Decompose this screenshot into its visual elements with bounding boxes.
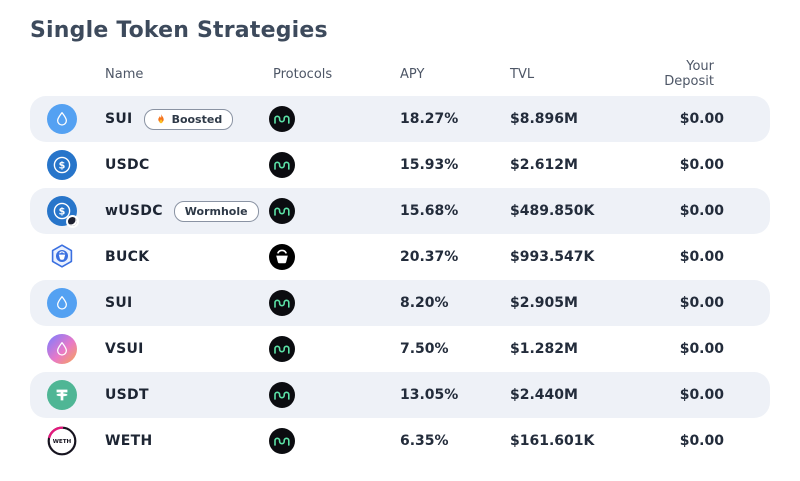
- navi-protocol-icon: [269, 382, 295, 408]
- name-cell: BUCK: [105, 249, 268, 265]
- tvl-value: $161.601K: [510, 433, 595, 449]
- column-header-tvl: TVL: [510, 66, 535, 82]
- table-row[interactable]: $ USDC 15.93% $2.612M $0.00: [30, 142, 770, 188]
- column-header-your-deposit: Your Deposit: [664, 59, 714, 89]
- wusdc-token-icon: $: [47, 196, 79, 228]
- apy-value: 20.37%: [400, 249, 459, 265]
- bucket-protocol-icon: [269, 244, 295, 270]
- page-title: Single Token Strategies: [30, 18, 328, 43]
- token-name: WETH: [105, 433, 153, 449]
- buck-token-icon: [47, 242, 77, 272]
- protocol-cell: [268, 198, 400, 224]
- token-name: BUCK: [105, 249, 150, 265]
- weth-token-icon: WETH: [47, 426, 77, 456]
- protocol-cell: [268, 382, 400, 408]
- navi-protocol-icon: [269, 106, 295, 132]
- deposit-value: $0.00: [679, 157, 724, 173]
- name-cell: USDC: [105, 157, 268, 173]
- flame-icon: [157, 113, 164, 124]
- apy-value: 8.20%: [400, 295, 449, 311]
- token-icon-cell: WETH: [30, 426, 105, 456]
- token-name: USDT: [105, 387, 149, 403]
- token-icon-cell: [30, 104, 105, 134]
- wormhole-badge: Wormhole: [173, 200, 259, 222]
- apy-value: 15.93%: [400, 157, 459, 173]
- sui-token-icon: [47, 288, 77, 318]
- protocol-cell: [268, 336, 400, 362]
- usdt-token-icon: [47, 380, 77, 410]
- navi-protocol-icon: [269, 152, 295, 178]
- table-header-row: Name Protocols APY TVL Your Deposit: [30, 52, 770, 96]
- usdc-token-icon: $: [47, 150, 77, 180]
- navi-protocol-icon: [269, 290, 295, 316]
- deposit-value: $0.00: [679, 203, 724, 219]
- apy-value: 15.68%: [400, 203, 459, 219]
- navi-protocol-icon: [269, 428, 295, 454]
- name-cell: SUI: [105, 295, 268, 311]
- tvl-value: $2.612M: [510, 157, 578, 173]
- table-row[interactable]: USDT 13.05% $2.440M $0.00: [30, 372, 770, 418]
- navi-protocol-icon: [269, 336, 295, 362]
- token-name: SUI: [105, 295, 133, 311]
- column-header-name: Name: [105, 66, 144, 82]
- sui-token-icon: [47, 104, 77, 134]
- token-icon-cell: [30, 242, 105, 272]
- name-cell: USDT: [105, 387, 268, 403]
- apy-value: 18.27%: [400, 111, 459, 127]
- table-row[interactable]: BUCK 20.37% $993.547K $0.00: [30, 234, 770, 280]
- tvl-value: $993.547K: [510, 249, 595, 265]
- token-icon-cell: $: [30, 150, 105, 180]
- deposit-value: $0.00: [679, 433, 724, 449]
- tvl-value: $1.282M: [510, 341, 578, 357]
- table-row[interactable]: WETH WETH 6.35% $161.601K $0.00: [30, 418, 770, 464]
- token-icon-cell: [30, 288, 105, 318]
- table-row[interactable]: VSUI 7.50% $1.282M $0.00: [30, 326, 770, 372]
- name-cell: WETH: [105, 433, 268, 449]
- name-cell: wUSDC Wormhole: [105, 200, 268, 222]
- column-header-apy: APY: [400, 66, 425, 82]
- svg-text:$: $: [59, 206, 66, 217]
- protocol-cell: [268, 290, 400, 316]
- apy-value: 13.05%: [400, 387, 459, 403]
- deposit-value: $0.00: [679, 249, 724, 265]
- token-icon-cell: $: [30, 196, 105, 228]
- deposit-value: $0.00: [679, 295, 724, 311]
- badge-label: Wormhole: [184, 204, 248, 218]
- tvl-value: $2.440M: [510, 387, 578, 403]
- name-cell: VSUI: [105, 341, 268, 357]
- svg-text:WETH: WETH: [53, 439, 72, 445]
- token-name: VSUI: [105, 341, 144, 357]
- token-name: USDC: [105, 157, 150, 173]
- badge-label: Boosted: [171, 112, 223, 126]
- table-row[interactable]: $ wUSDC Wormhole 15.68% $489.850K $0.00: [30, 188, 770, 234]
- name-cell: SUI Boosted: [105, 108, 268, 130]
- navi-protocol-icon: [269, 198, 295, 224]
- tvl-value: $2.905M: [510, 295, 578, 311]
- apy-value: 7.50%: [400, 341, 449, 357]
- deposit-value: $0.00: [679, 387, 724, 403]
- protocol-cell: [268, 152, 400, 178]
- token-name: SUI: [105, 111, 133, 127]
- boosted-badge: Boosted: [143, 108, 234, 130]
- table-row[interactable]: SUI 8.20% $2.905M $0.00: [30, 280, 770, 326]
- vsui-token-icon: [47, 334, 77, 364]
- deposit-value: $0.00: [679, 111, 724, 127]
- protocol-cell: [268, 244, 400, 270]
- table-row[interactable]: SUI Boosted 18.27% $8.896M $0.00: [30, 96, 770, 142]
- protocol-cell: [268, 106, 400, 132]
- tvl-value: $8.896M: [510, 111, 578, 127]
- tvl-value: $489.850K: [510, 203, 595, 219]
- apy-value: 6.35%: [400, 433, 449, 449]
- deposit-value: $0.00: [679, 341, 724, 357]
- column-header-protocols: Protocols: [273, 66, 333, 82]
- protocol-cell: [268, 428, 400, 454]
- wormhole-mini-icon: [66, 215, 79, 228]
- token-name: wUSDC: [105, 203, 163, 219]
- token-icon-cell: [30, 334, 105, 364]
- single-token-strategies-panel: Single Token Strategies Name Protocols A…: [30, 18, 770, 464]
- token-icon-cell: [30, 380, 105, 410]
- svg-text:$: $: [59, 160, 66, 171]
